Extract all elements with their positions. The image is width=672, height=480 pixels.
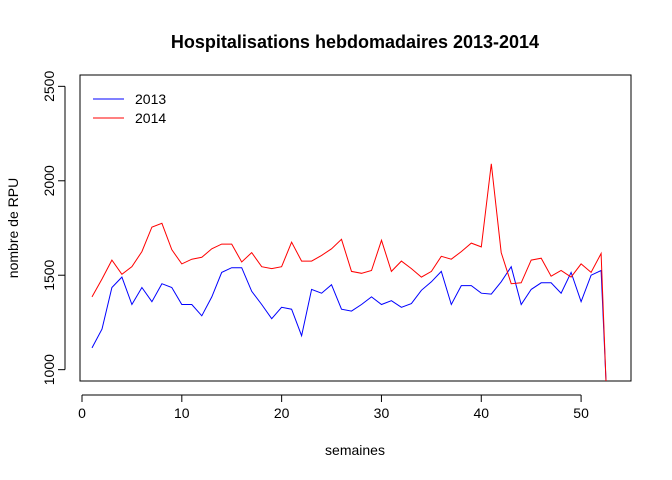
y-tick-label: 1500 [41, 259, 57, 290]
x-tick-label: 0 [78, 405, 86, 421]
series-line-2013 [91, 265, 607, 382]
y-axis: 1000 1500 2000 2500 [41, 71, 66, 385]
x-tick-label: 30 [374, 405, 390, 421]
series-line-2014 [91, 163, 607, 382]
x-axis-label: semaines [325, 442, 385, 458]
y-axis-label: nombre de RPU [5, 178, 21, 278]
x-tick-label: 50 [573, 405, 589, 421]
y-tick-label: 1000 [41, 354, 57, 385]
chart-title: Hospitalisations hebdomadaires 2013-2014 [171, 32, 539, 52]
y-tick-label: 2500 [41, 71, 57, 102]
x-tick-label: 20 [274, 405, 290, 421]
legend-label-2013: 2013 [135, 91, 166, 107]
legend: 2013 2014 [93, 91, 166, 126]
x-axis: 0 10 20 30 40 50 [78, 394, 589, 421]
y-tick-label: 2000 [41, 165, 57, 196]
x-tick-label: 40 [473, 405, 489, 421]
series-lines [91, 163, 607, 382]
legend-label-2014: 2014 [135, 110, 166, 126]
plot-frame [79, 74, 632, 382]
x-tick-label: 10 [174, 405, 190, 421]
